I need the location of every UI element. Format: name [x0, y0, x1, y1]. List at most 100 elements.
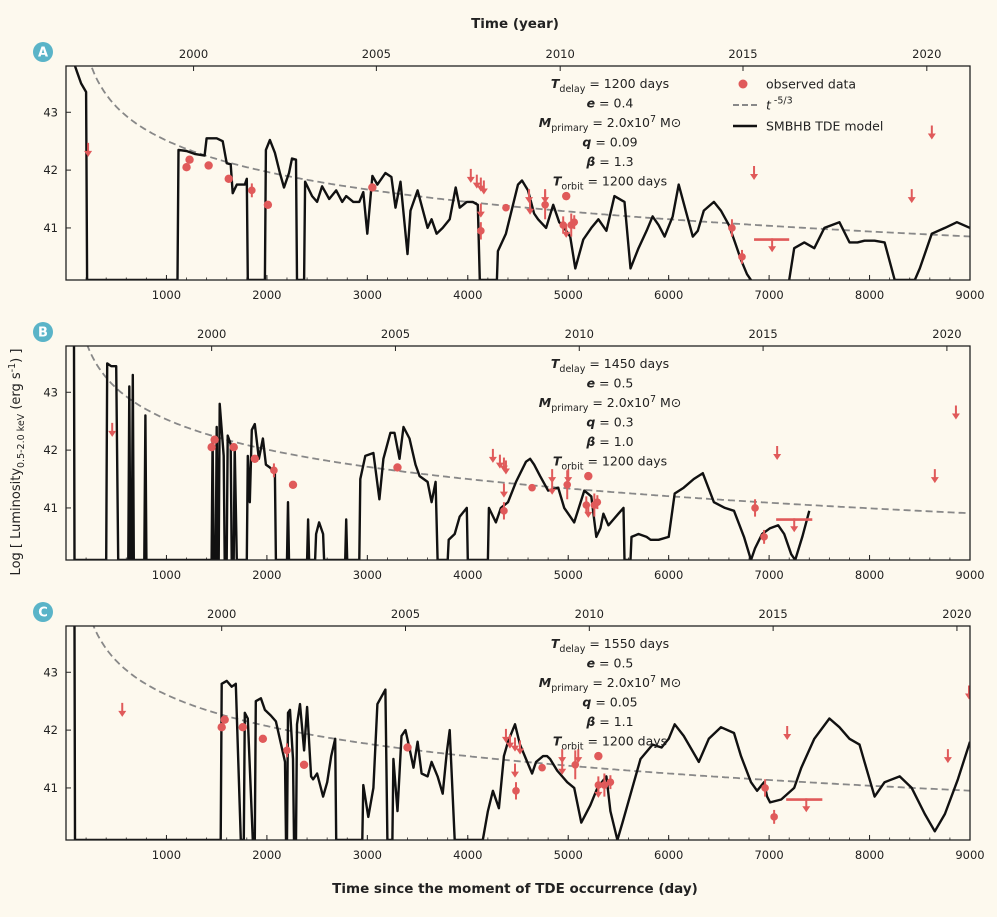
bottom-axis-label: Time since the moment of TDE occurrence …: [332, 881, 698, 897]
plot-area: [73, 66, 970, 280]
model-curve: [72, 346, 811, 560]
upper-limit-arrow: [558, 768, 567, 775]
param-value: = 1.1: [595, 714, 633, 729]
y-axis-label-end: ) ]: [9, 349, 24, 363]
year-tick-label: 2010: [546, 47, 575, 61]
observed-point: [248, 186, 256, 195]
param-value: = 1.3: [595, 154, 633, 169]
observed-point: [204, 161, 213, 170]
param-exponent: 7: [650, 394, 656, 405]
param-line: Mprimary = 2.0x107 M⊙: [539, 674, 682, 694]
param-subscript: orbit: [561, 182, 583, 193]
upper-limit-arrow: [479, 188, 488, 195]
observed-point: [217, 723, 226, 732]
x-tick-label: 5000: [554, 848, 583, 862]
y-axis-label: Log [ Luminosity0.5-2.0 keV (erg s-1) ]: [7, 349, 27, 576]
param-value: = 2.0x10: [588, 395, 650, 410]
upper-limit-arrow: [108, 430, 117, 437]
param-value: = 0.4: [595, 96, 633, 111]
param-exponent: 7: [650, 114, 656, 125]
observed-point: [263, 200, 273, 210]
year-tick-label: 2020: [932, 327, 961, 341]
observed-point: [594, 751, 603, 761]
x-tick-label: 1000: [152, 848, 181, 862]
param-unit: M⊙: [656, 395, 681, 410]
param-subscript: orbit: [561, 462, 583, 473]
param-symbol: T: [551, 356, 561, 371]
upper-limit-arrow: [548, 488, 557, 495]
observed-point: [368, 183, 377, 192]
observed-point: [403, 743, 412, 752]
observed-point: [224, 174, 233, 183]
param-symbol: T: [553, 174, 563, 189]
x-tick-label: 1000: [152, 288, 181, 302]
panel-frame: [65, 625, 971, 841]
upper-limit-arrow: [943, 757, 952, 764]
year-tick-label: 2015: [728, 47, 757, 61]
x-tick-label: 4000: [453, 848, 482, 862]
year-tick-label: 2005: [362, 47, 391, 61]
x-tick-label: 8000: [855, 568, 884, 582]
param-symbol: q: [582, 135, 591, 150]
observed-point: [571, 761, 580, 769]
param-line: Torbit = 1200 days: [553, 734, 667, 753]
x-tick-label: 7000: [754, 288, 783, 302]
param-symbol: β: [585, 154, 595, 169]
param-value: = 1200 days: [585, 76, 669, 91]
param-line: Tdelay = 1550 days: [551, 636, 669, 655]
param-subscript: primary: [551, 683, 589, 694]
param-value: = 0.3: [595, 415, 633, 430]
panel-badge: [33, 602, 53, 622]
x-tick-label: 4000: [453, 288, 482, 302]
param-subscript: delay: [559, 364, 585, 375]
observed-point: [393, 463, 402, 472]
param-line: Tdelay = 1450 days: [551, 356, 669, 375]
param-line: Torbit = 1200 days: [553, 174, 667, 193]
year-tick-label: 2010: [565, 327, 594, 341]
y-tick-label: 43: [43, 105, 58, 119]
param-symbol: e: [587, 376, 595, 391]
year-tick-label: 2020: [942, 607, 971, 621]
powerlaw-curve: [86, 346, 970, 515]
observed-point: [258, 734, 268, 743]
x-tick-label: 9000: [955, 848, 984, 862]
y-tick-label: 41: [43, 781, 58, 795]
year-tick-label: 2020: [912, 47, 941, 61]
upper-limit-arrow: [594, 791, 603, 798]
upper-limit-arrow: [930, 477, 939, 484]
observed-point: [283, 746, 291, 755]
panel-C: C 1000 2000 3000 4000 5000 6000 7000 8000 9000 200…: [33, 602, 985, 862]
param-symbol: q: [586, 415, 595, 430]
observed-point: [541, 201, 549, 209]
observed-point: [600, 781, 609, 789]
param-subscript: delay: [559, 644, 585, 655]
observed-point: [751, 504, 759, 512]
x-tick-label: 8000: [855, 848, 884, 862]
param-line: β = 1.0: [585, 434, 633, 449]
upper-limit-arrow: [499, 491, 508, 498]
param-symbol: q: [582, 695, 591, 710]
observed-point: [250, 454, 260, 463]
param-line: Mprimary = 2.0x107 M⊙: [539, 394, 682, 414]
upper-limit-arrow: [516, 748, 525, 755]
upper-limit-arrow: [548, 477, 557, 484]
panel-badge: [33, 42, 53, 62]
param-value: = 1550 days: [585, 636, 669, 651]
y-axis-label-sub: 0.5-2.0 keV: [16, 413, 27, 468]
param-line: Tdelay = 1200 days: [551, 76, 669, 95]
observed-point: [500, 507, 508, 515]
x-tick-label: 2000: [252, 848, 281, 862]
observed-point: [761, 784, 769, 792]
upper-limit-arrow: [84, 150, 93, 157]
param-value: = 0.05: [591, 695, 637, 710]
x-tick-label: 1000: [152, 568, 181, 582]
x-tick-label: 6000: [654, 288, 683, 302]
upper-limit-arrow: [476, 211, 485, 218]
observed-point: [299, 760, 309, 770]
param-subscript: orbit: [561, 742, 583, 753]
upper-limit-arrow: [574, 757, 583, 764]
param-line: q = 0.05: [582, 695, 637, 710]
model-curve: [73, 66, 752, 280]
observed-point: [512, 787, 520, 795]
